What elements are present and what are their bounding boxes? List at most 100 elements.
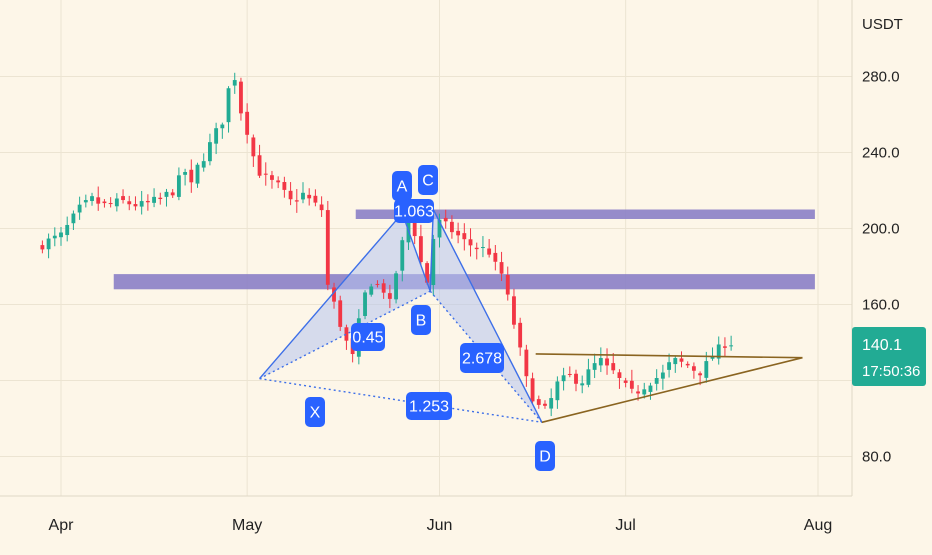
candle-body <box>673 358 678 365</box>
candle-body <box>642 389 647 395</box>
candle-body <box>437 219 442 238</box>
ratio-label-4: 1.253 <box>409 399 449 416</box>
candle-body <box>592 363 597 370</box>
candle-body <box>127 201 132 205</box>
candle-body <box>325 210 330 285</box>
candle-body <box>257 155 262 176</box>
candle-body <box>543 403 547 406</box>
candle-body <box>270 175 274 180</box>
candle-body <box>232 80 237 86</box>
candle-body <box>276 180 281 183</box>
candle-body <box>90 196 94 202</box>
point-label-a-box <box>392 171 412 201</box>
candle-body <box>679 358 684 362</box>
candle-body <box>301 192 305 200</box>
candle-body <box>282 182 287 190</box>
candle-body <box>102 201 107 204</box>
candle-body <box>667 362 672 370</box>
point-label-a: A <box>397 179 408 196</box>
point-label-b: B <box>416 313 427 330</box>
candle-body <box>561 375 566 382</box>
candle-body <box>108 203 113 205</box>
candle-body <box>512 296 516 325</box>
candle-body <box>307 194 312 199</box>
x-tick-label: May <box>232 517 262 534</box>
candle-body <box>524 349 529 377</box>
candle-body <box>164 191 169 197</box>
point-label-c: C <box>422 173 434 190</box>
candle-body <box>704 361 709 378</box>
candle-body <box>623 380 628 383</box>
candle-body <box>505 274 510 295</box>
currency-label: USDT <box>862 16 903 33</box>
pattern-labels: X A B C D 0.45 1.063 2.678 1.253 <box>305 165 555 471</box>
candle-body <box>462 233 467 240</box>
candle-body <box>294 200 299 202</box>
candle-body <box>158 197 163 200</box>
ratio-label-4-box <box>406 392 452 420</box>
candle-body <box>387 293 392 299</box>
candle-body <box>518 322 523 348</box>
candle-body <box>605 358 609 366</box>
y-tick-label: 280.0 <box>862 69 900 86</box>
candle-body <box>369 286 374 295</box>
candle-body <box>443 217 448 222</box>
candle-body <box>449 221 454 233</box>
candle-body <box>319 204 324 211</box>
candle-body <box>431 238 436 286</box>
candle-body <box>418 236 423 263</box>
grid-lines <box>0 0 852 496</box>
candle-body <box>723 346 727 348</box>
candle-body <box>363 292 367 316</box>
candle-body <box>263 173 268 175</box>
y-tick-label: 80.0 <box>862 449 891 466</box>
candle-body <box>536 399 541 405</box>
leg-cd <box>432 209 543 423</box>
candle-body <box>729 345 734 347</box>
point-label-d: D <box>539 449 551 466</box>
last-price-badge <box>852 327 926 386</box>
price-axis-background <box>852 0 932 550</box>
candle-body <box>487 248 492 255</box>
candle-body <box>52 235 57 239</box>
candle-body <box>660 372 665 379</box>
candle-body <box>412 221 417 237</box>
candle-body <box>698 373 703 376</box>
candle-body <box>313 195 318 203</box>
candle-body <box>425 263 430 283</box>
ratio-label-2: 1.063 <box>394 204 434 221</box>
candle-body <box>71 213 76 224</box>
ratio-label-1: 0.45 <box>352 330 383 347</box>
candle-body <box>189 169 194 183</box>
candle-body <box>654 378 659 384</box>
candle-body <box>152 196 156 203</box>
candle-body <box>574 373 578 384</box>
ratio-line-xb <box>259 290 431 380</box>
candle-body <box>685 363 690 366</box>
candle-body <box>114 198 119 207</box>
candle-body <box>580 383 585 386</box>
candle-body <box>139 201 144 207</box>
candle-body <box>207 142 212 162</box>
triangle-lower-line <box>541 356 803 424</box>
ratio-line-xd <box>259 377 542 423</box>
candle-body <box>598 358 603 366</box>
candle-body <box>40 245 45 250</box>
y-tick-label: 160.0 <box>862 297 900 314</box>
y-tick-label: 240.0 <box>862 145 900 162</box>
candle-body <box>201 161 206 168</box>
y-tick-label: 200.0 <box>862 221 900 238</box>
candle-body <box>474 247 479 250</box>
candle-body <box>375 283 380 285</box>
candle-body <box>220 124 225 129</box>
candle-body <box>288 190 293 200</box>
candle-body <box>170 192 175 196</box>
candle-body <box>611 363 616 371</box>
last-price-value: 140.1 <box>862 337 902 354</box>
candle-body <box>239 81 243 114</box>
candle-body <box>195 164 200 184</box>
candle-body <box>567 373 572 375</box>
candle-body <box>214 128 219 144</box>
